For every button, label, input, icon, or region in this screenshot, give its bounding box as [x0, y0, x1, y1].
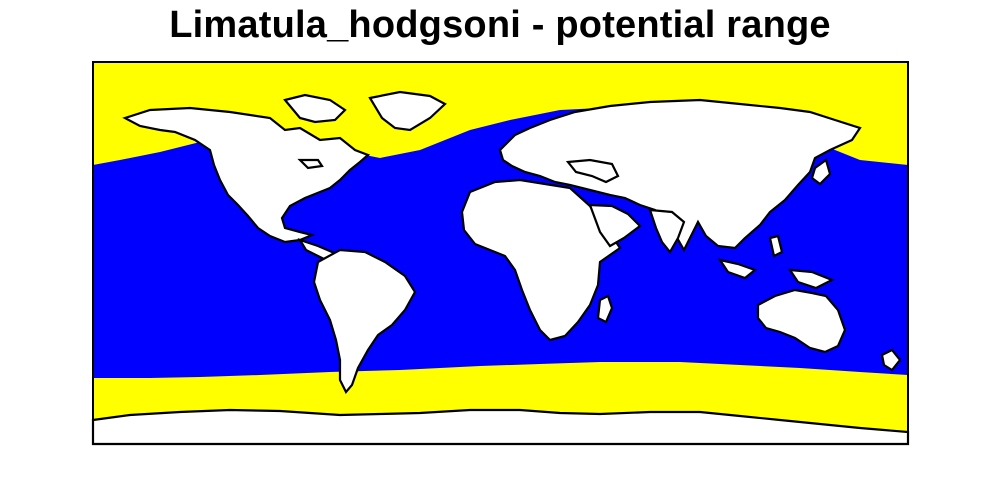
map-frame	[92, 61, 909, 445]
new-zealand-islands	[880, 348, 902, 372]
antarctica-landmass	[91, 408, 910, 446]
eurasia-landmass	[498, 98, 862, 253]
africa-landmass	[460, 178, 622, 342]
north-america-landmass	[122, 106, 371, 244]
australia-landmass	[756, 288, 847, 354]
philippines-islands	[768, 234, 784, 258]
arctic-archipelago	[283, 93, 347, 124]
greenland-landmass	[368, 90, 447, 132]
hudson-bay-island	[297, 158, 324, 170]
caspian-sea-outline	[565, 158, 620, 184]
japan-islands	[810, 158, 832, 186]
map-title: Limatula_hodgsoni - potential range	[169, 4, 831, 46]
indian-subcontinent	[648, 208, 686, 254]
south-america-landmass	[312, 248, 417, 394]
new-guinea-island	[787, 268, 835, 290]
indonesia-islands	[717, 258, 758, 280]
arabian-peninsula	[588, 203, 642, 248]
madagascar-island	[596, 294, 614, 324]
